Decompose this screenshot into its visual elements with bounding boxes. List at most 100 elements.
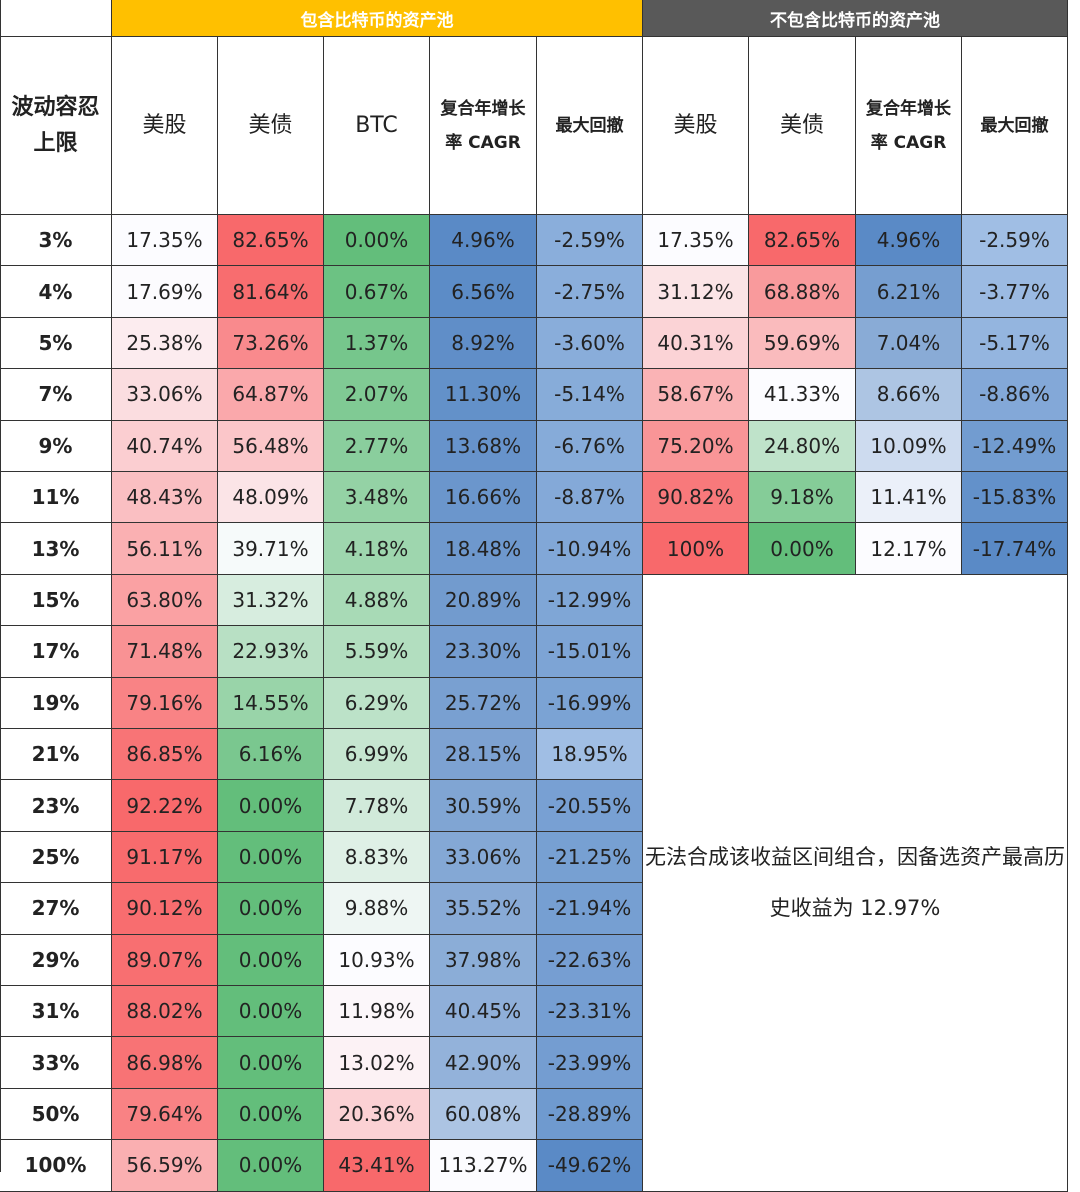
data-cell: -23.99%	[537, 1037, 643, 1089]
data-cell: -15.83%	[962, 472, 1068, 524]
data-cell: 11.30%	[430, 369, 537, 421]
data-cell: 0.00%	[324, 215, 430, 267]
data-cell: 2.77%	[324, 420, 430, 472]
column-header: BTC	[324, 37, 430, 215]
row-header: 21%	[0, 729, 112, 781]
data-cell: 17.35%	[643, 215, 749, 267]
corner	[0, 0, 112, 37]
data-cell: -49.62%	[537, 1140, 643, 1192]
data-cell: 11.41%	[856, 472, 962, 524]
data-cell: 25.38%	[112, 317, 218, 370]
border	[0, 0, 1, 1172]
data-cell: 0.00%	[218, 986, 324, 1038]
row-header: 25%	[0, 831, 112, 884]
row-header: 29%	[0, 934, 112, 986]
data-cell: 88.02%	[112, 986, 218, 1038]
data-cell: 22.93%	[218, 626, 324, 678]
data-cell: 17.69%	[112, 266, 218, 318]
data-cell: 86.85%	[112, 729, 218, 781]
data-cell: -28.89%	[537, 1088, 643, 1141]
data-cell: 6.29%	[324, 677, 430, 729]
row-header: 27%	[0, 883, 112, 935]
data-cell: -17.74%	[962, 523, 1068, 575]
data-cell: 6.21%	[856, 266, 962, 318]
data-cell: -23.31%	[537, 986, 643, 1038]
data-cell: 4.88%	[324, 574, 430, 627]
data-cell: 9.18%	[749, 472, 856, 524]
data-cell: 33.06%	[112, 369, 218, 421]
row-header: 9%	[0, 420, 112, 472]
note: 无法合成该收益区间组合，因备选资产最高历史收益为 12.97%	[643, 574, 1068, 1192]
data-cell: -5.17%	[962, 317, 1068, 370]
data-cell: 0.67%	[324, 266, 430, 318]
data-cell: -12.99%	[537, 574, 643, 627]
data-cell: 6.16%	[218, 729, 324, 781]
data-cell: -3.77%	[962, 266, 1068, 318]
data-cell: 18.48%	[430, 523, 537, 575]
data-cell: 82.65%	[218, 215, 324, 267]
data-cell: 17.35%	[112, 215, 218, 267]
data-cell: 3.48%	[324, 472, 430, 524]
data-cell: 90.82%	[643, 472, 749, 524]
row-header: 50%	[0, 1088, 112, 1141]
data-cell: 4.96%	[856, 215, 962, 267]
data-cell: 33.06%	[430, 831, 537, 884]
data-cell: 28.15%	[430, 729, 537, 781]
data-cell: 56.59%	[112, 1140, 218, 1192]
group-header: 包含比特币的资产池	[112, 0, 643, 37]
data-cell: 8.66%	[856, 369, 962, 421]
data-cell: 10.93%	[324, 934, 430, 986]
data-cell: 23.30%	[430, 626, 537, 678]
data-cell: 86.98%	[112, 1037, 218, 1089]
data-cell: 0.00%	[218, 780, 324, 832]
data-cell: 91.17%	[112, 831, 218, 884]
data-cell: 18.95%	[537, 729, 643, 781]
data-cell: 12.17%	[856, 523, 962, 575]
row-header: 33%	[0, 1037, 112, 1089]
data-cell: 73.26%	[218, 317, 324, 370]
data-cell: -3.60%	[537, 317, 643, 370]
data-cell: 20.36%	[324, 1088, 430, 1141]
row-header: 100%	[0, 1140, 112, 1192]
data-cell: 0.00%	[218, 934, 324, 986]
data-cell: 4.18%	[324, 523, 430, 575]
data-cell: 68.88%	[749, 266, 856, 318]
row-header: 7%	[0, 369, 112, 421]
group-header: 不包含比特币的资产池	[643, 0, 1068, 37]
data-cell: 58.67%	[643, 369, 749, 421]
data-cell: 1.37%	[324, 317, 430, 370]
row-header: 17%	[0, 626, 112, 678]
data-cell: 14.55%	[218, 677, 324, 729]
data-cell: 24.80%	[749, 420, 856, 472]
data-cell: 31.12%	[643, 266, 749, 318]
data-cell: 40.74%	[112, 420, 218, 472]
data-cell: -2.59%	[537, 215, 643, 267]
column-header: 复合年增长率 CAGR	[430, 37, 537, 215]
data-cell: 63.80%	[112, 574, 218, 627]
row-header: 11%	[0, 472, 112, 524]
data-cell: 0.00%	[749, 523, 856, 575]
row-header: 31%	[0, 986, 112, 1038]
data-cell: -8.86%	[962, 369, 1068, 421]
data-cell: 5.59%	[324, 626, 430, 678]
data-cell: 7.78%	[324, 780, 430, 832]
data-cell: 30.59%	[430, 780, 537, 832]
row-header: 3%	[0, 215, 112, 267]
data-cell: 56.48%	[218, 420, 324, 472]
data-cell: 0.00%	[218, 1088, 324, 1141]
row-header: 19%	[0, 677, 112, 729]
data-cell: 0.00%	[218, 831, 324, 884]
data-cell: 100%	[643, 523, 749, 575]
data-cell: 4.96%	[430, 215, 537, 267]
data-cell: 40.31%	[643, 317, 749, 370]
row-header: 4%	[0, 266, 112, 318]
data-cell: 40.45%	[430, 986, 537, 1038]
data-cell: -16.99%	[537, 677, 643, 729]
column-header: 最大回撤	[962, 37, 1068, 215]
data-cell: 13.68%	[430, 420, 537, 472]
data-cell: 48.09%	[218, 472, 324, 524]
data-cell: 79.64%	[112, 1088, 218, 1141]
data-cell: 89.07%	[112, 934, 218, 986]
data-cell: -2.75%	[537, 266, 643, 318]
data-cell: 71.48%	[112, 626, 218, 678]
